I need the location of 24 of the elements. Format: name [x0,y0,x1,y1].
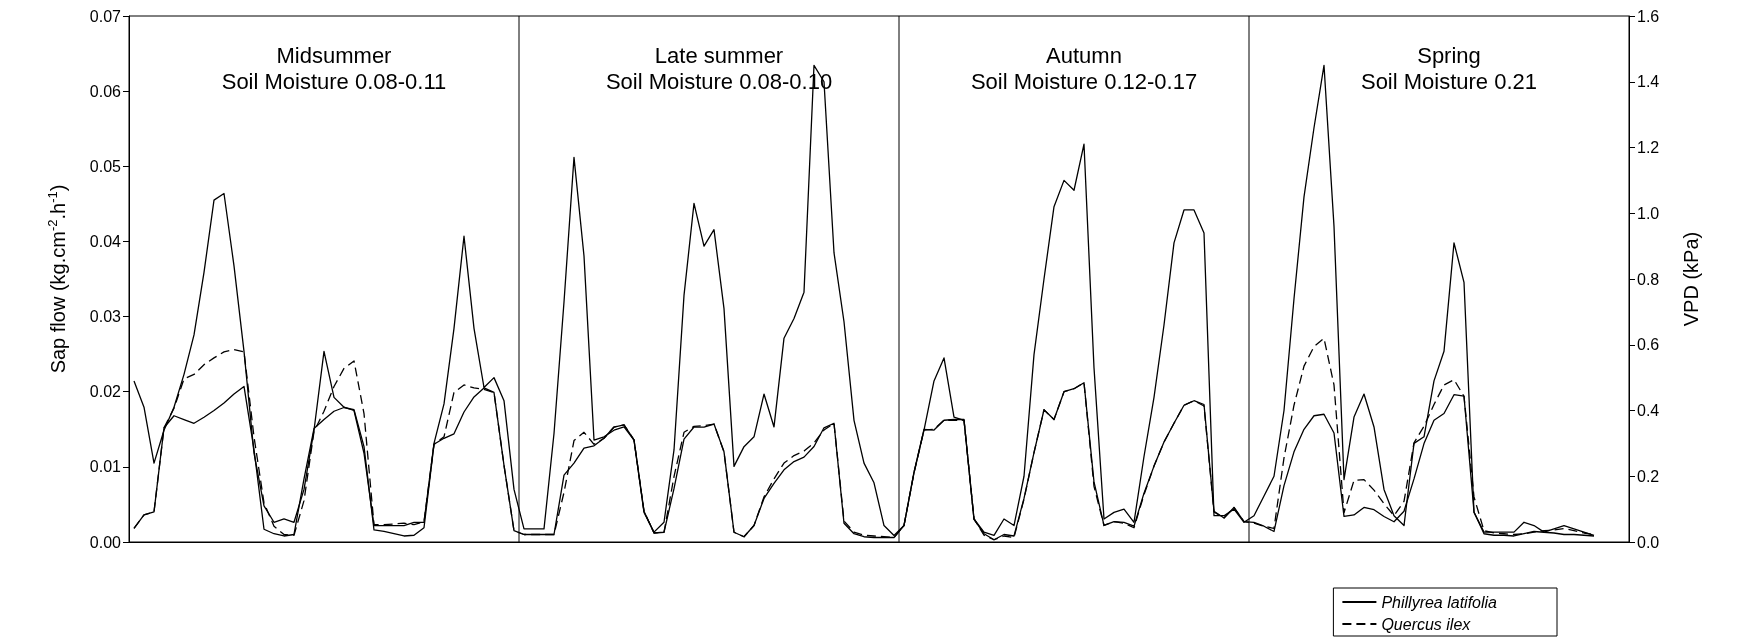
y-tick-label: 0.02 [89,383,122,401]
legend-label: Phillyrea latifolia [1381,593,1498,611]
annotation: Autumn Soil Moisture 0.12-0.17 [970,42,1198,94]
annotation: Spring Soil Moisture 0.21 [1360,42,1538,94]
y-tick-label: 0.03 [89,308,122,326]
y-tick-label: 0.05 [89,157,122,175]
y-tick-label: 0.04 [89,232,122,250]
y2-tick-label: 1.6 [1637,7,1660,25]
y-tick-label: 0.00 [89,533,122,551]
y-axis-title: Sap flow (kg.cm-2.h-1) [45,184,69,374]
y2-tick-label: 1.2 [1637,139,1660,156]
y2-tick-label: 0.6 [1637,336,1660,354]
y-tick-label: 0.06 [89,82,122,100]
y2-tick-label: 0.8 [1637,270,1660,288]
y2-tick-label: 1.0 [1637,204,1660,222]
y-tick-label: 0.07 [89,7,122,25]
y2-tick-label: 1.4 [1637,73,1660,91]
legend-label: Quercus ilex [1381,615,1472,633]
y2-tick-label: 0.4 [1637,402,1660,419]
annotation: Midsummer Soil Moisture 0.08-0.11 [221,42,447,94]
y-tick-label: 0.01 [89,458,122,476]
y2-axis-title: VPD (kPa) [1680,231,1702,327]
y2-tick-label: 0.2 [1637,467,1660,485]
y2-tick-label: 0.0 [1637,533,1660,551]
